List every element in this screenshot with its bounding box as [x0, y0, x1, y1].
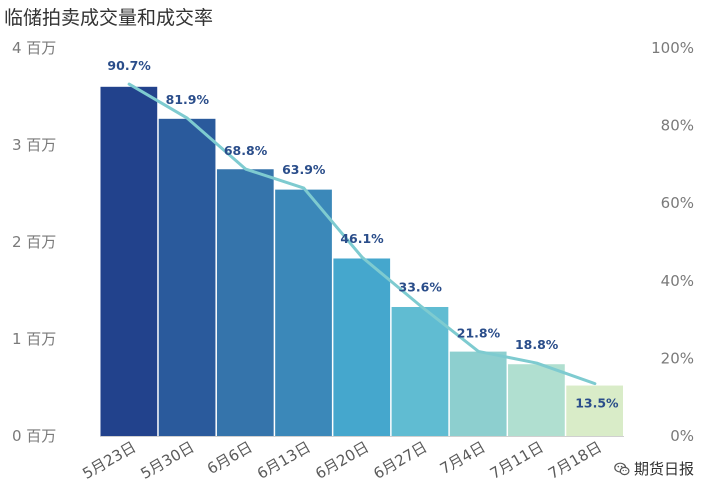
bar	[333, 258, 391, 436]
bar	[566, 385, 623, 436]
left-y-axis: 0 百万 1 百万 2 百万 3 百万 4 百万	[12, 39, 56, 445]
rate-data-label: 33.6%	[399, 280, 443, 295]
left-axis-tick-label: 2 百万	[12, 233, 56, 251]
x-axis-tick-label: 7月4日	[437, 438, 489, 478]
rate-data-label: 18.8%	[515, 337, 559, 352]
right-axis-tick-label: 80%	[661, 117, 694, 135]
bar	[508, 364, 565, 436]
right-y-axis: 0% 20% 40% 60% 80% 100%	[651, 39, 694, 445]
bar	[391, 306, 449, 436]
right-axis-tick-label: 100%	[651, 39, 694, 57]
bar	[100, 86, 158, 437]
x-axis-tick-label: 7月18日	[545, 438, 605, 483]
rate-data-label: 68.8%	[224, 143, 268, 158]
x-axis-tick-label: 7月11日	[487, 438, 547, 483]
chart-title: 临储拍卖成交量和成交率	[4, 7, 214, 29]
right-axis-tick-label: 0%	[670, 427, 694, 445]
rate-line	[127, 82, 597, 386]
rate-data-label: 63.9%	[282, 162, 326, 177]
rate-data-label: 81.9%	[166, 92, 210, 107]
left-axis-tick-label: 0 百万	[12, 427, 56, 445]
rate-data-label: 13.5%	[575, 396, 619, 411]
bar	[449, 351, 507, 436]
rate-labels: 90.7% 81.9% 68.8% 63.9% 46.1% 33.6% 21.8% 18.8%…	[107, 58, 619, 411]
left-axis-tick-label: 3 百万	[12, 136, 56, 154]
rate-data-label: 46.1%	[340, 231, 384, 246]
x-axis-tick-label: 6月20日	[312, 438, 372, 483]
bar	[158, 118, 216, 436]
x-axis-tick-label: 6月6日	[204, 438, 256, 478]
rate-line-series	[127, 82, 597, 386]
bar	[216, 169, 274, 436]
x-axis-tick-label: 6月13日	[254, 438, 314, 483]
left-axis-tick-label: 1 百万	[12, 330, 56, 348]
rate-data-label: 21.8%	[457, 325, 501, 340]
watermark: 期货日报	[614, 458, 694, 479]
right-axis-tick-label: 40%	[661, 272, 694, 290]
watermark-text: 期货日报	[633, 460, 694, 478]
right-axis-tick-label: 60%	[661, 194, 694, 212]
rate-data-label: 90.7%	[107, 58, 151, 73]
bar	[275, 189, 332, 436]
right-axis-tick-label: 20%	[661, 349, 694, 367]
x-axis-tick-label: 5月30日	[138, 438, 198, 483]
bar-series	[100, 86, 623, 437]
x-axis-tick-label: 5月23日	[79, 438, 139, 483]
wechat-icon	[614, 462, 630, 475]
left-axis-tick-label: 4 百万	[12, 39, 56, 57]
x-axis-tick-label: 6月27日	[370, 438, 430, 483]
